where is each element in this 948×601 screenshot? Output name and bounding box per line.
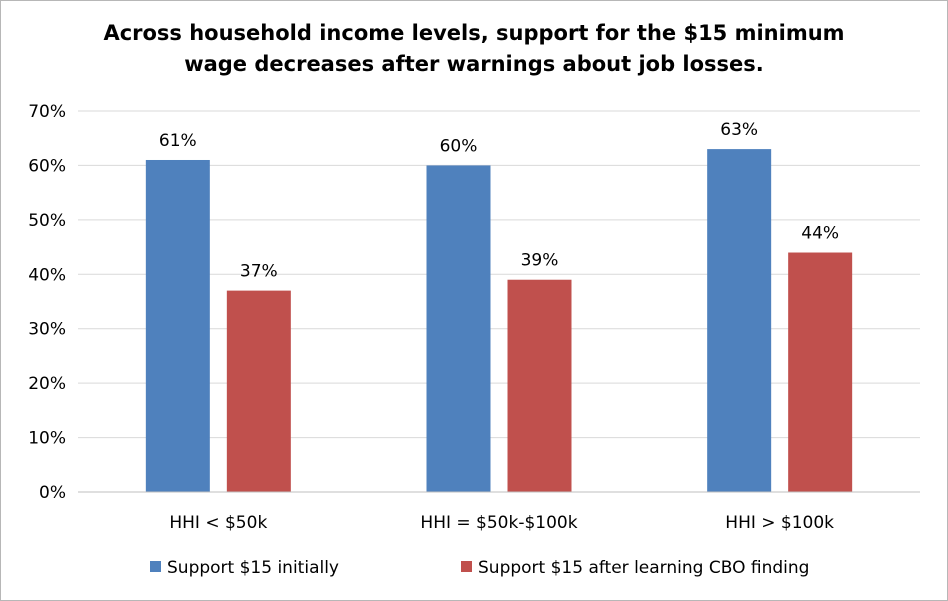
category-label: HHI = $50k-$100k <box>420 513 577 533</box>
legend: Support $15 initially Support $15 after l… <box>150 558 809 578</box>
bar <box>226 290 291 492</box>
y-tick-label: 30% <box>28 320 66 340</box>
y-tick-label: 50% <box>28 211 66 231</box>
data-label: 61% <box>159 131 197 151</box>
y-axis-tick-labels: 0% 10% 20% 30% 40% 50% 60% 70% <box>28 102 66 503</box>
data-label: 63% <box>720 120 758 140</box>
y-tick-label: 60% <box>28 156 66 176</box>
data-labels: 61% 37% 60% 39% 63% 44% <box>159 120 839 282</box>
data-label: 37% <box>240 262 278 282</box>
y-tick-label: 70% <box>28 102 66 122</box>
legend-label: Support $15 initially <box>167 558 339 578</box>
chart-title: Across household income levels, support … <box>0 18 948 80</box>
bar <box>426 165 491 492</box>
bars <box>145 149 853 492</box>
data-label: 44% <box>801 224 839 244</box>
y-tick-label: 40% <box>28 265 66 285</box>
data-label: 60% <box>440 136 478 156</box>
bar <box>707 149 772 492</box>
legend-label: Support $15 after learning CBO finding <box>478 558 809 578</box>
category-labels: HHI < $50k HHI = $50k-$100k HHI > $100k <box>169 513 834 533</box>
y-tick-label: 20% <box>28 374 66 394</box>
chart-title-line-1: Across household income levels, support … <box>103 21 845 45</box>
y-tick-label: 10% <box>28 429 66 449</box>
category-label: HHI > $100k <box>725 513 834 533</box>
category-label: HHI < $50k <box>169 513 267 533</box>
bar <box>788 252 853 492</box>
data-label: 39% <box>521 251 559 271</box>
legend-swatch <box>150 561 161 572</box>
gridlines <box>78 110 920 439</box>
legend-swatch <box>461 561 472 572</box>
y-tick-label: 0% <box>39 483 66 503</box>
chart-title-line-2: wage decreases after warnings about job … <box>184 52 764 76</box>
bar <box>145 159 210 492</box>
bar <box>507 279 572 492</box>
